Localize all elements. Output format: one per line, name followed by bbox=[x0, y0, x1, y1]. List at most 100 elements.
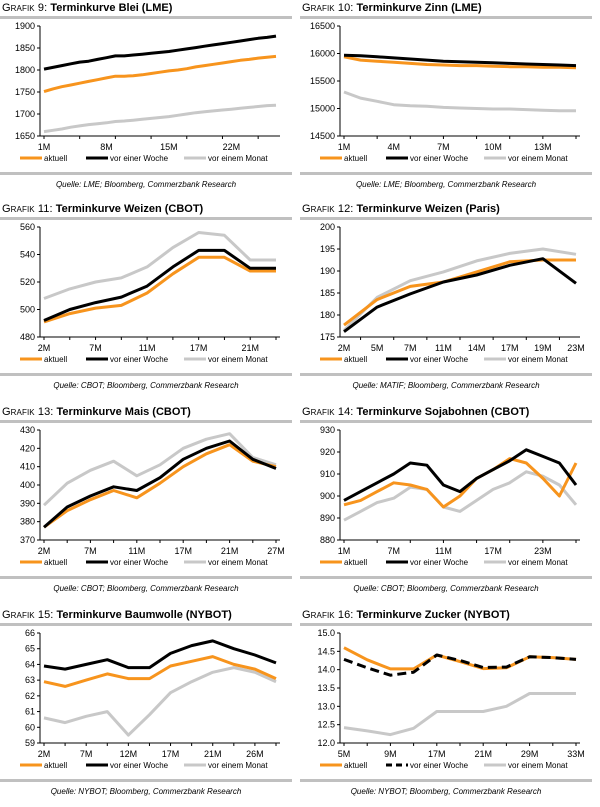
series-line-woche bbox=[43, 639, 277, 671]
series-line-monat bbox=[343, 692, 576, 737]
x-tick-label: 11M bbox=[128, 546, 145, 556]
x-tick-label: 12M bbox=[120, 749, 138, 759]
x-tick-label: 7M bbox=[404, 343, 417, 353]
y-tick-label: 14.5 bbox=[317, 646, 335, 656]
chart-name: Terminkurve Baumwolle (NYBOT) bbox=[56, 609, 232, 621]
x-tick-label: 29M bbox=[521, 749, 539, 759]
legend-label-woche: vor einer Woche bbox=[410, 154, 469, 163]
title-rule bbox=[300, 420, 592, 423]
legend-label-aktuell: aktuell bbox=[44, 761, 67, 770]
x-tick-label: 23M bbox=[534, 546, 552, 556]
legend-label-monat: vor einem Monat bbox=[208, 355, 268, 364]
x-tick-label: 1M bbox=[338, 142, 351, 152]
chart-panel-zinn: Grafik 10: Terminkurve Zinn (LME) 14500 1… bbox=[300, 0, 592, 200]
y-tick-label: 14500 bbox=[310, 131, 335, 141]
y-tick-label: 900 bbox=[320, 491, 335, 501]
chart-title: Grafik 16: Terminkurve Zucker (NYBOT) bbox=[302, 609, 510, 621]
x-tick-label: 26M bbox=[246, 749, 264, 759]
title-rule bbox=[0, 623, 292, 626]
chart-source: Quelle: CBOT; Bloomberg, Commerzbank Res… bbox=[353, 584, 539, 593]
y-tick-label: 1850 bbox=[15, 43, 35, 53]
legend-label-woche: vor einer Woche bbox=[410, 355, 469, 364]
y-tick-label: 1900 bbox=[15, 21, 35, 31]
bottom-rule bbox=[300, 373, 592, 376]
series-line-monat bbox=[342, 247, 577, 332]
legend-label-woche: vor einer Woche bbox=[110, 355, 169, 364]
chart-name: Terminkurve Zinn (LME) bbox=[356, 2, 482, 14]
x-tick-label: 11M bbox=[435, 343, 452, 353]
y-tick-label: 1750 bbox=[15, 87, 35, 97]
y-tick-label: 390 bbox=[20, 498, 35, 508]
chart-title: Grafik 14: Terminkurve Sojabohnen (CBOT) bbox=[302, 406, 529, 418]
title-rule bbox=[300, 16, 592, 19]
y-tick-label: 930 bbox=[320, 425, 335, 435]
line-chart-zucker: 12.0 12.5 13.0 13.5 14.0 14.5 15.0 5M 9M 17M 21M 29… bbox=[317, 628, 585, 770]
x-tick-label: 27M bbox=[267, 546, 285, 556]
line-chart-mais: 370 380 390 400 410 420 430 2M 7M 11M 17M 21M 27M akt… bbox=[20, 425, 285, 567]
series-line-monat bbox=[43, 231, 276, 300]
legend-label-monat: vor einem Monat bbox=[508, 355, 568, 364]
x-tick-label: 21M bbox=[204, 749, 222, 759]
x-tick-label: 2M bbox=[38, 546, 51, 556]
x-tick-label: 17M bbox=[428, 749, 446, 759]
chart-title: Grafik 10: Terminkurve Zinn (LME) bbox=[302, 2, 482, 14]
x-tick-label: 11M bbox=[435, 546, 452, 556]
bottom-rule bbox=[0, 576, 292, 579]
chart-panel-baumwolle: Grafik 15: Terminkurve Baumwolle (NYBOT)… bbox=[0, 607, 292, 807]
legend-label-woche: vor einer Woche bbox=[410, 761, 469, 770]
x-tick-label: 10M bbox=[484, 142, 502, 152]
title-rule bbox=[300, 623, 592, 626]
legend-label-woche: vor einer Woche bbox=[110, 558, 169, 567]
chart-name: Terminkurve Blei (LME) bbox=[50, 2, 173, 14]
x-tick-label: 7M bbox=[80, 749, 93, 759]
x-tick-label: 17M bbox=[162, 749, 180, 759]
line-chart-blei: 1650 1700 1750 1800 1850 1900 1M 8M 15M 22M aktuel… bbox=[15, 21, 280, 163]
x-tick-label: 21M bbox=[474, 749, 492, 759]
series-line-aktuell bbox=[43, 255, 276, 324]
title-rule bbox=[300, 217, 592, 220]
x-tick-label: 8M bbox=[100, 142, 113, 152]
series-line-monat bbox=[43, 103, 277, 134]
series-line-woche bbox=[343, 53, 577, 68]
x-tick-label: 17M bbox=[484, 546, 502, 556]
y-tick-label: 190 bbox=[320, 266, 335, 276]
line-chart-zinn: 14500 15000 15500 16000 16500 1M 4M 7M 10M 13M akt… bbox=[310, 21, 580, 163]
series-line-aktuell bbox=[43, 443, 277, 529]
x-tick-label: 7M bbox=[89, 343, 102, 353]
chart-panel-sojabohnen: Grafik 14: Terminkurve Sojabohnen (CBOT)… bbox=[300, 404, 592, 604]
y-tick-label: 1800 bbox=[15, 65, 35, 75]
y-tick-label: 16500 bbox=[310, 21, 335, 31]
y-tick-label: 13.0 bbox=[317, 701, 335, 711]
title-rule bbox=[0, 16, 292, 19]
x-tick-label: 11M bbox=[139, 343, 156, 353]
y-tick-label: 560 bbox=[20, 222, 35, 232]
legend-label-monat: vor einem Monat bbox=[508, 761, 568, 770]
chart-source: Quelle: MATIF; Bloomberg, Commerzbank Re… bbox=[352, 381, 540, 390]
chart-title: Grafik 9: Terminkurve Blei (LME) bbox=[2, 2, 172, 14]
legend-label-monat: vor einem Monat bbox=[208, 154, 268, 163]
y-tick-label: 61 bbox=[25, 707, 35, 717]
bottom-rule bbox=[0, 373, 292, 376]
legend-label-aktuell: aktuell bbox=[344, 355, 367, 364]
y-tick-label: 370 bbox=[20, 535, 35, 545]
x-tick-label: 2M bbox=[38, 749, 51, 759]
chart-number: Grafik 13: bbox=[2, 406, 54, 418]
y-tick-label: 66 bbox=[25, 628, 35, 638]
x-tick-label: 7M bbox=[437, 142, 450, 152]
y-tick-label: 500 bbox=[20, 305, 35, 315]
x-tick-label: 17M bbox=[501, 343, 519, 353]
series-line-aktuell bbox=[43, 655, 277, 688]
x-tick-label: 33M bbox=[567, 749, 585, 759]
legend-label-woche: vor einer Woche bbox=[110, 154, 169, 163]
y-tick-label: 1650 bbox=[15, 131, 35, 141]
series-line-woche bbox=[343, 257, 577, 333]
series-line-monat bbox=[43, 666, 277, 737]
x-tick-label: 14M bbox=[468, 343, 486, 353]
line-chart-weizen-cbot: 480 500 520 540 560 2M 7M 11M 17M 21M aktuell vor e… bbox=[20, 222, 280, 364]
y-tick-label: 400 bbox=[20, 480, 35, 490]
x-tick-label: 13M bbox=[534, 142, 552, 152]
y-tick-label: 12.5 bbox=[317, 720, 335, 730]
bottom-rule bbox=[300, 779, 592, 782]
series-line-aktuell bbox=[343, 646, 577, 671]
